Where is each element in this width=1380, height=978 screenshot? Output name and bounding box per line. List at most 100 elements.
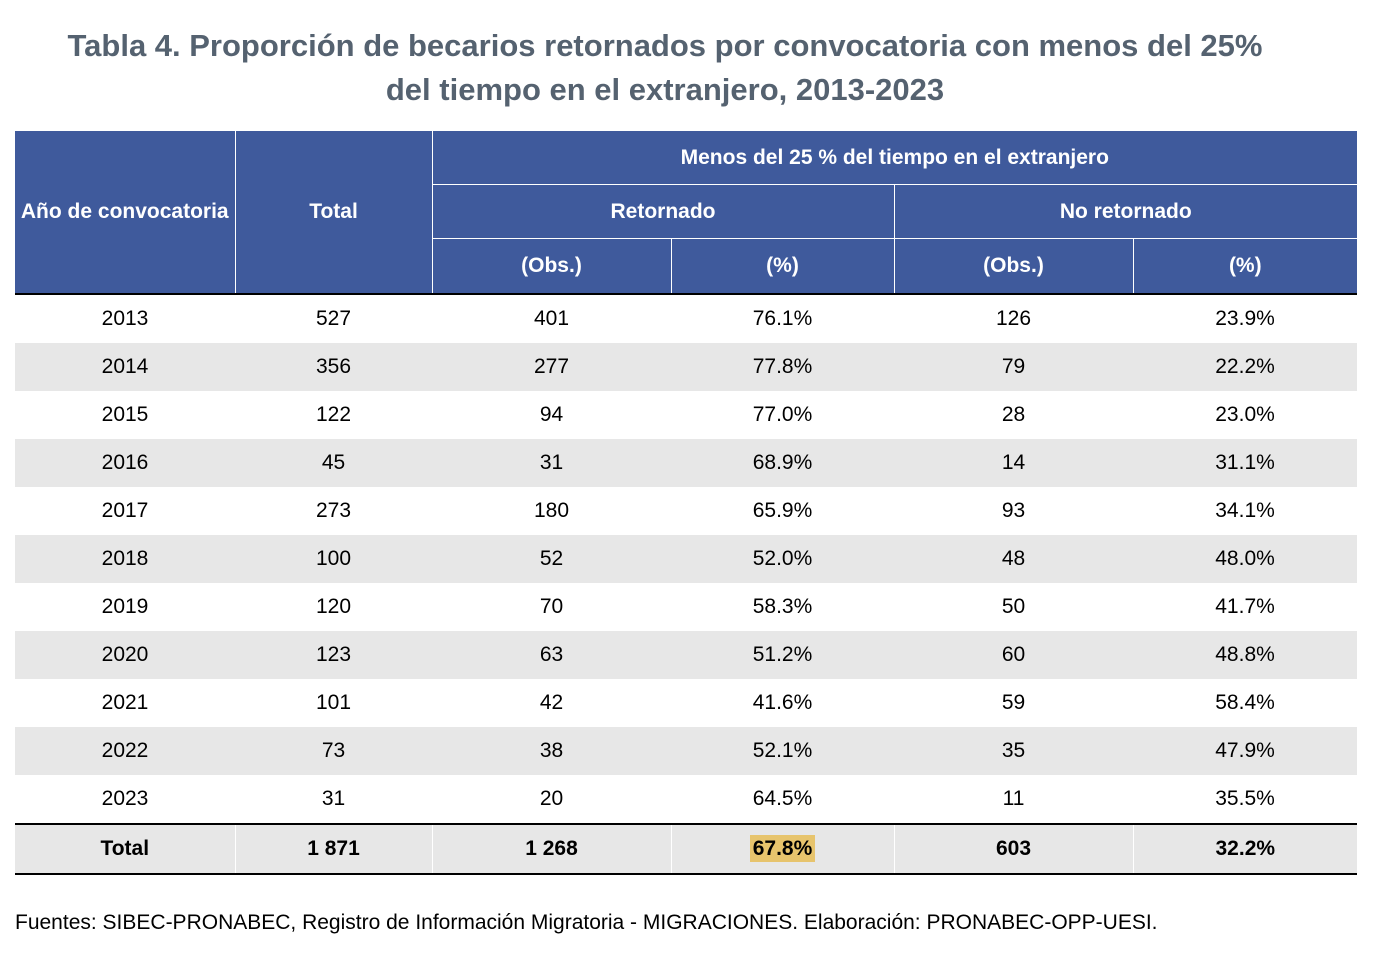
header-retornado-obs: (Obs.) [431, 238, 671, 294]
cell-no-retornado-pct: 31.1% [1133, 439, 1358, 487]
header-no-retornado-pct: (%) [1132, 238, 1358, 294]
cell-retornado-obs: 38 [432, 727, 671, 775]
cell-year: 2021 [101, 691, 149, 714]
cell-no-retornado-pct: 41.7% [1215, 595, 1275, 618]
cell-no-retornado-pct: 22.2% [1133, 343, 1358, 391]
cell-year: 2014 [15, 343, 235, 391]
cell-no-retornado-obs: 14 [894, 439, 1133, 487]
table-title-line-1: Tabla 4. Proporción de becarios retornad… [67, 28, 1263, 63]
table-row: 2023 31 20 64.5% 11 35.5% [15, 775, 1357, 824]
cell-total: 122 [315, 403, 352, 426]
total-label: Total [15, 823, 235, 875]
cell-year: 2015 [101, 403, 149, 426]
header-retornado-pct: (%) [670, 238, 894, 294]
cell-no-retornado-obs: 79 [894, 343, 1133, 391]
cell-no-retornado-pct: 48.8% [1133, 631, 1358, 679]
table-row: 2019 120 70 58.3% 50 41.7% [15, 583, 1357, 631]
table-row: 2020 123 63 51.2% 60 48.8% [15, 631, 1358, 679]
header-year: Año de convocatoria [15, 131, 235, 294]
cell-retornado-obs: 277 [432, 343, 671, 391]
cell-retornado-obs: 42 [539, 691, 564, 714]
cell-no-retornado-obs: 50 [1001, 595, 1026, 618]
table-row: 2013 527 401 76.1% 126 23.9% [15, 293, 1358, 343]
cell-no-retornado-obs: 59 [1001, 691, 1026, 714]
cell-total: 100 [235, 535, 432, 583]
cell-no-retornado-pct: 47.9% [1133, 727, 1358, 775]
total-retornado-pct-cell: 67.8% [670, 823, 894, 875]
cell-retornado-obs: 31 [432, 439, 671, 487]
cell-retornado-pct: 77.0% [752, 403, 813, 426]
cell-year: 2019 [101, 595, 149, 618]
cell-total: 45 [235, 439, 432, 487]
cell-no-retornado-obs: 35 [894, 727, 1133, 775]
cell-no-retornado-pct: 58.4% [1215, 691, 1275, 714]
becarios-table: Año de convocatoria Total Menos del 25 %… [15, 131, 1358, 875]
header-total: Total [234, 131, 432, 294]
cell-no-retornado-pct: 35.5% [1215, 787, 1275, 810]
cell-year: 2018 [15, 535, 235, 583]
cell-total: 123 [235, 631, 432, 679]
table-row: 2022 73 38 52.1% 35 47.9% [15, 727, 1358, 775]
total-total: 1 871 [234, 823, 432, 875]
cell-retornado-obs: 180 [533, 499, 570, 522]
header-group: Menos del 25 % del tiempo en el extranje… [431, 131, 1358, 185]
cell-year: 2016 [15, 439, 235, 487]
cell-retornado-obs: 94 [539, 403, 564, 426]
total-retornado-obs: 1 268 [431, 823, 671, 875]
cell-no-retornado-pct: 34.1% [1215, 499, 1275, 522]
cell-year: 2020 [15, 631, 235, 679]
cell-no-retornado-obs: 93 [1001, 499, 1026, 522]
cell-retornado-pct: 76.1% [671, 293, 894, 343]
cell-no-retornado-pct: 48.0% [1133, 535, 1358, 583]
cell-total: 73 [235, 727, 432, 775]
header-retornado: Retornado [431, 184, 894, 239]
table-row: 2021 101 42 41.6% 59 58.4% [15, 679, 1357, 727]
table-title: Tabla 4. Proporción de becarios retornad… [0, 24, 1330, 112]
cell-year: 2013 [15, 293, 235, 343]
cell-no-retornado-pct: 23.0% [1215, 403, 1275, 426]
cell-no-retornado-pct: 23.9% [1133, 293, 1358, 343]
table-row: 2017 273 180 65.9% 93 34.1% [15, 487, 1357, 535]
cell-retornado-obs: 70 [539, 595, 564, 618]
source-footnote: Fuentes: SIBEC-PRONABEC, Registro de Inf… [15, 911, 1158, 934]
cell-retornado-pct: 41.6% [752, 691, 813, 714]
total-no-retornado-pct: 32.2% [1132, 823, 1358, 875]
cell-retornado-pct: 64.5% [752, 787, 813, 810]
cell-retornado-pct: 58.3% [752, 595, 813, 618]
table-row: 2015 122 94 77.0% 28 23.0% [15, 391, 1357, 439]
cell-year: 2022 [15, 727, 235, 775]
cell-no-retornado-obs: 60 [894, 631, 1133, 679]
cell-retornado-pct: 52.1% [671, 727, 894, 775]
cell-retornado-obs: 401 [432, 293, 671, 343]
cell-total: 273 [315, 499, 352, 522]
cell-retornado-pct: 68.9% [671, 439, 894, 487]
cell-retornado-pct: 77.8% [671, 343, 894, 391]
total-no-retornado-obs: 603 [893, 823, 1133, 875]
cell-no-retornado-obs: 11 [1002, 787, 1025, 810]
cell-no-retornado-obs: 126 [894, 293, 1133, 343]
cell-retornado-pct: 52.0% [671, 535, 894, 583]
table-total-row: Total 1 871 1 268 67.8% 603 32.2% [15, 823, 1358, 875]
cell-retornado-pct: 65.9% [752, 499, 813, 522]
cell-year: 2017 [101, 499, 149, 522]
table-body: 2013 527 401 76.1% 126 23.9% 2014 356 27… [15, 293, 1358, 824]
cell-total: 356 [235, 343, 432, 391]
cell-retornado-obs: 20 [539, 787, 564, 810]
table-row: 2014 356 277 77.8% 79 22.2% [15, 343, 1358, 391]
table-title-line-2: del tiempo en el extranjero, 2013-2023 [385, 72, 945, 107]
cell-total: 120 [315, 595, 352, 618]
cell-total: 527 [235, 293, 432, 343]
table-row: 2016 45 31 68.9% 14 31.1% [15, 439, 1358, 487]
table-header: Año de convocatoria Total Menos del 25 %… [15, 131, 1358, 294]
header-no-retornado-obs: (Obs.) [893, 238, 1133, 294]
cell-year: 2023 [101, 787, 149, 810]
cell-retornado-obs: 63 [432, 631, 671, 679]
cell-no-retornado-obs: 48 [894, 535, 1133, 583]
cell-retornado-obs: 52 [432, 535, 671, 583]
cell-total: 101 [315, 691, 352, 714]
cell-total: 31 [321, 787, 346, 810]
header-no-retornado: No retornado [893, 184, 1358, 239]
cell-retornado-pct: 51.2% [671, 631, 894, 679]
cell-no-retornado-obs: 28 [1001, 403, 1026, 426]
table-row: 2018 100 52 52.0% 48 48.0% [15, 535, 1358, 583]
